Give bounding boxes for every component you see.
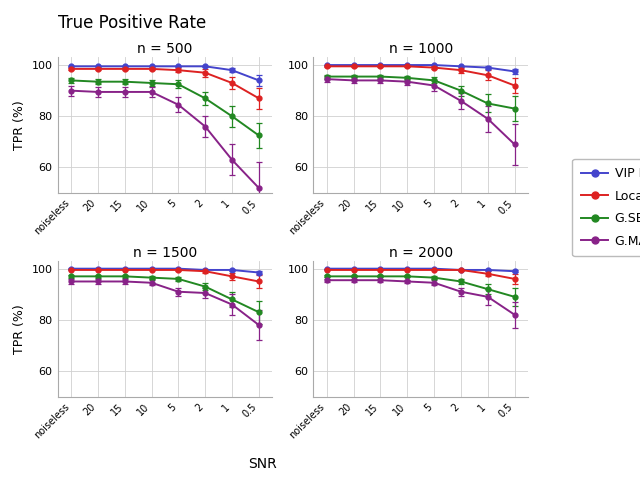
Y-axis label: TPR (%): TPR (%): [13, 100, 26, 150]
Title: n = 500: n = 500: [137, 42, 193, 56]
Legend: VIP Rank, Local, G.SE, G.MAX: VIP Rank, Local, G.SE, G.MAX: [572, 159, 640, 256]
Text: SNR: SNR: [248, 457, 276, 471]
Title: n = 1500: n = 1500: [133, 246, 197, 260]
Title: n = 1000: n = 1000: [388, 42, 453, 56]
Y-axis label: TPR (%): TPR (%): [13, 304, 26, 354]
Text: True Positive Rate: True Positive Rate: [58, 14, 206, 33]
Title: n = 2000: n = 2000: [388, 246, 452, 260]
